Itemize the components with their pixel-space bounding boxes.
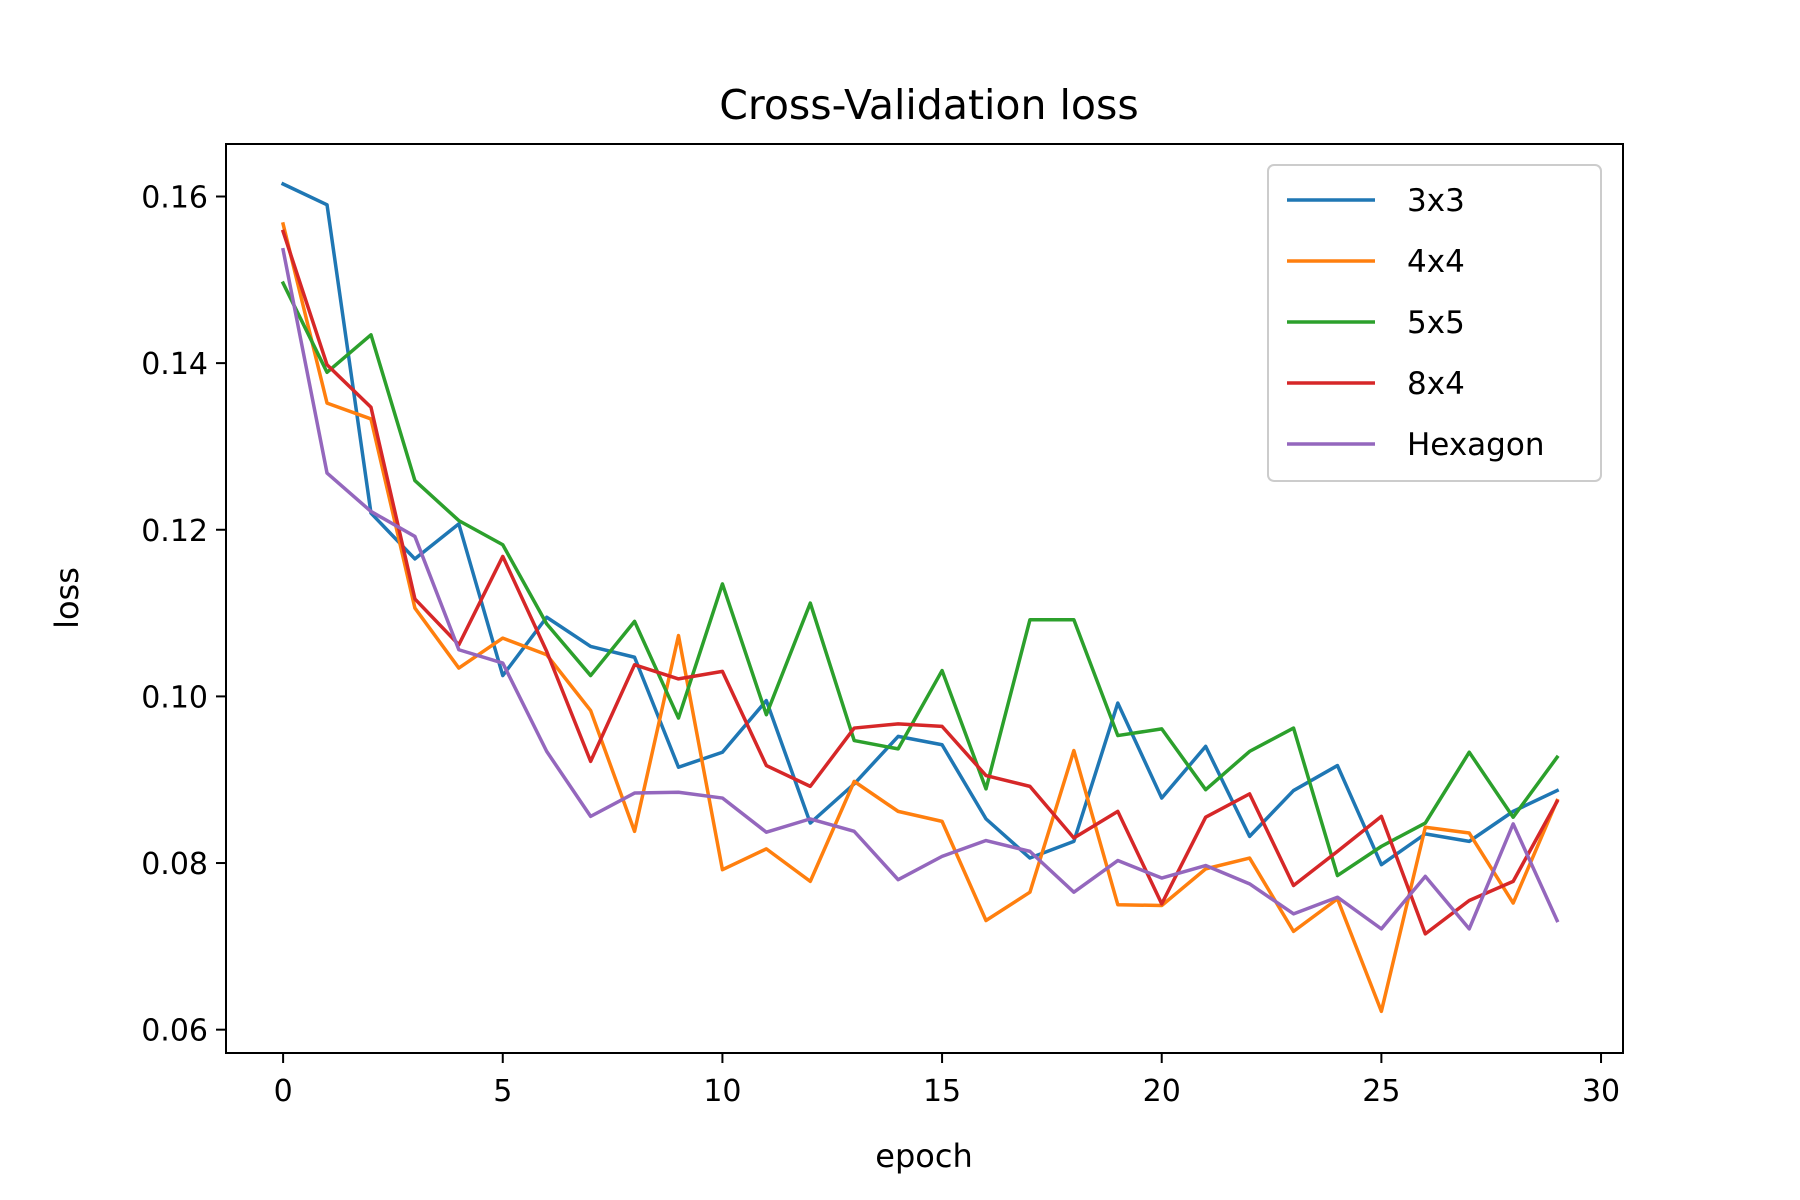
- y-tick-label: 0.16: [141, 180, 208, 215]
- series-layer: [280, 181, 1560, 1014]
- series-line-3x3: [280, 181, 1560, 867]
- series-line-4x4: [280, 221, 1560, 1014]
- plot-area-frame: [225, 143, 1624, 1054]
- legend-items: 3x3 4x4 5x5 8x4 Hexagon: [1287, 183, 1544, 463]
- x-tick-label: 20: [1143, 1074, 1181, 1109]
- x-tick-label: 0: [274, 1074, 293, 1109]
- y-axis-title: loss: [48, 567, 86, 629]
- legend-label-5x5: 5x5: [1407, 305, 1465, 341]
- x-tick-label: 30: [1582, 1074, 1620, 1109]
- series-line-8x4: [280, 229, 1560, 936]
- legend-label-4x4: 4x4: [1407, 244, 1465, 280]
- x-tick-label: 5: [493, 1074, 512, 1109]
- x-tick-label: 15: [923, 1074, 961, 1109]
- y-tick-label: 0.06: [141, 1014, 208, 1049]
- legend-label-hexagon: Hexagon: [1407, 427, 1544, 463]
- series-line-hexagon: [281, 247, 1560, 931]
- legend: 3x3 4x4 5x5 8x4 Hexagon: [1267, 164, 1602, 482]
- legend-box: [1267, 164, 1602, 482]
- legend-label-8x4: 8x4: [1407, 366, 1465, 402]
- x-tick-label: 25: [1362, 1074, 1400, 1109]
- x-axis-title: epoch: [875, 1137, 972, 1175]
- x-tick-label: 10: [703, 1074, 741, 1109]
- y-tick-label: 0.10: [141, 680, 208, 715]
- x-axis: 0 5 10 15 20 25 30: [274, 1053, 1620, 1109]
- series-line-5x5: [280, 280, 1560, 878]
- y-tick-label: 0.08: [141, 847, 208, 882]
- legend-label-3x3: 3x3: [1407, 183, 1465, 219]
- y-tick-label: 0.12: [141, 514, 208, 549]
- y-axis: 0.06 0.08 0.10 0.12 0.14 0.16: [141, 180, 226, 1049]
- y-tick-label: 0.14: [141, 347, 208, 382]
- chart-title: Cross-Validation loss: [719, 81, 1138, 129]
